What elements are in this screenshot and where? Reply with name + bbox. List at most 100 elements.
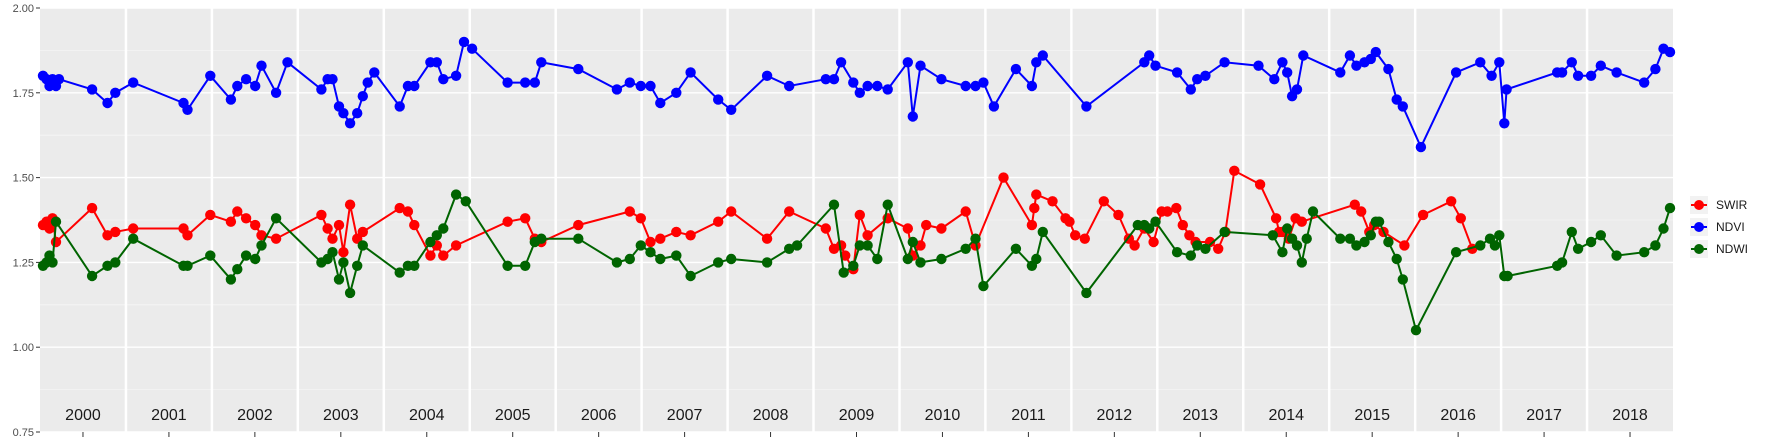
data-point-ndwi (270, 213, 282, 224)
data-point-ndvi (282, 57, 293, 68)
data-point-ndwi (1383, 236, 1394, 248)
year-label: 2002 (237, 407, 273, 424)
data-point-swir (1356, 206, 1367, 217)
data-point-ndvi (936, 74, 947, 85)
data-point-swir (425, 250, 436, 261)
data-point-ndvi (1595, 60, 1607, 71)
data-point-ndvi (520, 77, 531, 88)
data-point-ndwi (1291, 240, 1303, 251)
data-point-ndwi (256, 240, 267, 251)
data-point-swir (409, 219, 420, 231)
data-point-swir (225, 216, 237, 227)
data-point-ndwi (1450, 247, 1462, 258)
data-point-ndvi (344, 118, 356, 129)
data-point-swir (322, 223, 333, 234)
data-point-ndwi (1144, 223, 1155, 234)
data-point-ndwi (502, 260, 513, 271)
data-point-ndvi (872, 80, 883, 92)
data-point-ndwi (1359, 236, 1370, 248)
data-point-ndwi (761, 257, 773, 268)
data-point-ndwi (635, 240, 646, 251)
data-point-ndvi (240, 74, 252, 85)
data-point-swir (1446, 196, 1457, 207)
data-point-ndvi (1291, 84, 1303, 95)
data-point-ndvi (110, 87, 121, 99)
data-point-ndvi (978, 77, 989, 88)
data-point-ndwi (726, 253, 737, 265)
data-point-swir (128, 223, 139, 234)
data-point-ndwi (47, 257, 58, 268)
data-point-ndwi (713, 257, 724, 268)
data-point-swir (713, 216, 724, 227)
data-point-ndvi (1026, 80, 1038, 92)
data-point-ndwi (394, 267, 405, 278)
data-point-ndvi (1335, 67, 1346, 78)
data-point-ndwi (872, 253, 883, 265)
data-point-ndvi (915, 60, 926, 71)
data-point-ndwi (520, 260, 531, 271)
data-point-ndwi (225, 274, 237, 285)
data-point-ndvi (1200, 70, 1211, 82)
data-point-swir (394, 202, 405, 214)
y-tick-label: 1.50 (13, 173, 34, 185)
data-point-swir (1029, 202, 1040, 214)
data-point-ndvi (1370, 46, 1382, 58)
data-point-ndvi (828, 74, 840, 85)
data-point-ndvi (431, 57, 442, 68)
data-point-ndwi (1344, 233, 1356, 244)
data-point-ndvi (394, 101, 405, 112)
data-point-ndvi (250, 80, 261, 92)
data-point-ndvi (1639, 77, 1650, 88)
data-point-ndwi (1219, 226, 1230, 238)
legend-key-ndwi (1694, 244, 1704, 254)
data-point-swir (438, 250, 449, 261)
data-point-ndvi (573, 63, 584, 75)
data-point-swir (936, 223, 947, 234)
data-point-swir (333, 219, 345, 231)
data-point-ndwi (450, 189, 462, 200)
data-point-ndwi (1373, 216, 1385, 227)
data-point-ndvi (1298, 50, 1309, 61)
data-point-ndvi (1566, 57, 1578, 68)
data-point-ndvi (970, 80, 981, 92)
data-point-swir (902, 223, 913, 234)
data-point-swir (1031, 189, 1042, 200)
data-point-ndwi (344, 287, 356, 299)
data-point-swir (205, 209, 216, 221)
data-point-ndvi (1282, 67, 1293, 78)
legend-key-ndvi (1694, 222, 1704, 232)
year-label: 2011 (1011, 407, 1046, 424)
data-point-swir (761, 233, 773, 244)
data-point-ndwi (685, 270, 696, 282)
data-point-ndvi (1501, 84, 1512, 95)
data-point-ndvi (53, 74, 65, 85)
year-label: 2005 (495, 407, 531, 424)
data-point-ndvi (1450, 67, 1462, 78)
data-point-swir (1148, 236, 1159, 248)
data-point-ndvi (502, 77, 513, 88)
year-label: 2015 (1354, 407, 1390, 424)
data-point-ndwi (182, 260, 193, 271)
data-point-swir (1177, 219, 1189, 231)
data-point-ndwi (1650, 240, 1661, 251)
data-point-ndvi (1219, 57, 1230, 68)
data-point-ndwi (1351, 240, 1362, 251)
data-point-ndwi (409, 260, 420, 271)
data-point-ndwi (1489, 240, 1501, 251)
data-point-ndwi (1301, 233, 1312, 244)
data-point-ndwi (902, 253, 913, 265)
data-point-ndwi (645, 247, 656, 258)
data-point-ndwi (1307, 206, 1319, 217)
data-point-swir (338, 247, 349, 258)
data-point-swir (820, 223, 831, 234)
data-point-ndwi (431, 230, 442, 241)
data-point-ndvi (624, 77, 635, 88)
data-point-ndvi (1475, 57, 1486, 68)
data-point-ndwi (102, 260, 113, 271)
data-point-ndvi (1277, 57, 1288, 68)
data-point-ndwi (352, 260, 363, 271)
data-point-swir (685, 230, 696, 241)
data-point-ndvi (671, 87, 682, 99)
series-line-ndvi (42, 40, 1671, 150)
